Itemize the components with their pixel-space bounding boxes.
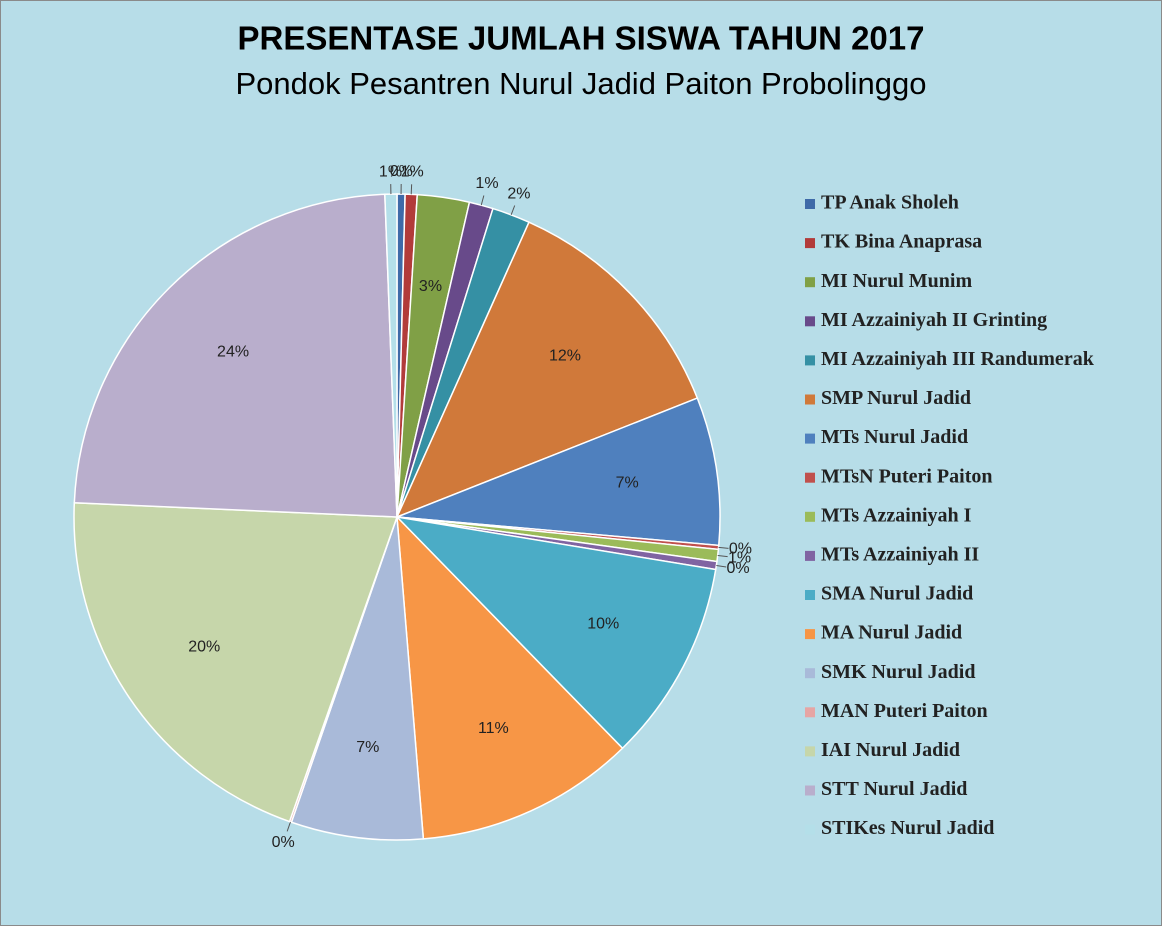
data-label: 3%: [419, 278, 442, 295]
legend-swatch: [805, 511, 815, 522]
data-label: 1%: [475, 175, 498, 192]
data-label: 11%: [478, 720, 509, 737]
leader-line: [286, 821, 291, 832]
legend-label: TP Anak Sholeh: [821, 192, 959, 214]
leader-line: [480, 195, 485, 206]
data-label: 7%: [356, 739, 379, 756]
legend-swatch: [805, 277, 815, 288]
data-label: 1%: [728, 549, 751, 566]
data-label: 12%: [549, 347, 581, 364]
legend-label: IAI Nurul Jadid: [821, 739, 960, 761]
data-label: 2%: [507, 185, 530, 202]
legend-label: SMK Nurul Jadid: [821, 661, 975, 683]
data-label: 1%: [401, 164, 424, 181]
legend-label: MTs Nurul Jadid: [821, 426, 968, 448]
pie-slice: [395, 221, 699, 519]
chart-title: PRESENTASE JUMLAH SISWA TAHUN 2017: [237, 20, 924, 57]
leader-line: [717, 554, 728, 558]
data-label: 10%: [587, 616, 619, 633]
pie-slice: [396, 514, 624, 840]
pie-slice: [73, 502, 399, 823]
legend-swatch: [805, 590, 815, 600]
legend-label: TK Bina Anaprasa: [821, 231, 982, 253]
legend-label: SMA Nurul Jadid: [821, 583, 973, 605]
pie-slice: [290, 516, 425, 841]
data-label: 1%: [379, 163, 402, 180]
legend-label: MTs Azzainiyah II: [821, 543, 979, 565]
pie-slice: [396, 397, 721, 547]
legend-label: MI Azzainiyah III Randumerak: [821, 348, 1095, 370]
legend-label: STT Nurul Jadid: [821, 778, 967, 800]
legend-label: MI Azzainiyah II Grinting: [821, 309, 1047, 331]
chart-subtitle: Pondok Pesantren Nurul Jadid Paiton Prob…: [235, 66, 926, 101]
data-label: 0%: [272, 834, 295, 851]
legend-swatch: [805, 550, 815, 561]
legend-swatch: [805, 316, 815, 327]
legend-swatch: [805, 824, 815, 835]
legend-label: SMP Nurul Jadid: [821, 387, 971, 409]
pie-slice: [394, 515, 717, 750]
data-label: 7%: [616, 475, 639, 492]
legend-swatch: [805, 746, 815, 757]
legend-label: MTsN Puteri Paiton: [821, 465, 992, 487]
legend-label: MTs Azzainiyah I: [821, 504, 972, 526]
leader-line: [718, 546, 729, 549]
legend-swatch: [805, 238, 815, 249]
legend-swatch: [805, 433, 815, 444]
legend-swatch: [805, 199, 815, 209]
leader-line: [716, 565, 727, 568]
legend-label: MAN Puteri Paiton: [821, 700, 988, 722]
leader-line: [510, 205, 516, 216]
legend-swatch: [805, 668, 815, 679]
pie-slice: [384, 193, 398, 518]
pie-slice: [73, 193, 398, 518]
legend-label: MA Nurul Jadid: [821, 622, 962, 644]
legend-swatch: [805, 785, 815, 796]
legend-swatch: [805, 355, 815, 366]
data-label: 0%: [727, 560, 750, 577]
legend-swatch: [805, 472, 815, 483]
legend-label: STIKes Nurul Jadid: [821, 817, 994, 839]
data-label: 0%: [729, 541, 752, 558]
data-label: 0%: [390, 163, 413, 180]
legend-swatch: [805, 629, 815, 640]
legend-swatch: [805, 707, 815, 718]
legend-swatch: [805, 394, 815, 405]
data-label: 20%: [188, 638, 220, 655]
data-label: 24%: [217, 343, 249, 360]
legend-label: MI Nurul Munim: [821, 270, 972, 292]
